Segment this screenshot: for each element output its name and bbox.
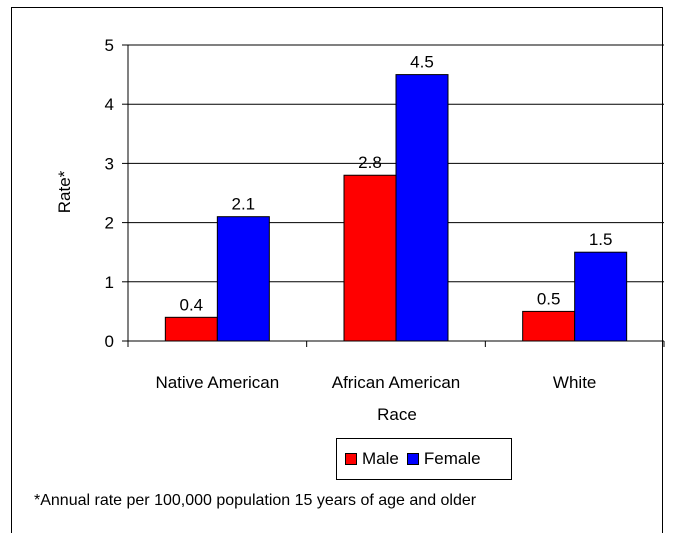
data-label: 4.5	[410, 53, 434, 72]
data-label: 1.5	[589, 230, 613, 249]
y-tick-label: 1	[105, 273, 114, 292]
axes	[122, 44, 665, 347]
y-tick-label: 2	[105, 214, 114, 233]
legend-item-male: Male	[345, 449, 399, 469]
bars	[164, 74, 628, 342]
data-label: 2.8	[358, 153, 382, 172]
x-tick-label: Native American	[155, 373, 279, 392]
bar-male-1	[343, 174, 397, 342]
data-label: 2.1	[232, 195, 256, 214]
bar-female-1	[395, 74, 449, 342]
x-axis-title: Race	[377, 405, 417, 424]
data-label: 0.4	[180, 295, 204, 314]
bar-female-2	[574, 251, 628, 342]
x-tick-label: African American	[332, 373, 461, 392]
labels: 0 1 2 3 4 5 Native American 0.4 2.1 African Ameri…	[105, 36, 613, 392]
legend-swatch-female	[406, 453, 419, 465]
legend-label-male: Male	[362, 449, 399, 468]
y-tick-label: 5	[105, 36, 114, 55]
bar-male-0	[164, 316, 218, 342]
y-tick-label: 4	[105, 95, 114, 114]
y-tick-label: 3	[105, 154, 114, 173]
y-axis-title: Rate*	[55, 170, 74, 213]
legend-item-female: Female	[406, 449, 481, 469]
x-tick-label: White	[553, 373, 596, 392]
chart-frame	[11, 7, 663, 533]
y-tick-label: 0	[105, 332, 114, 351]
bar-male-2	[522, 310, 576, 342]
bar-female-0	[216, 216, 270, 342]
legend: Male Female	[336, 438, 512, 480]
legend-swatch-male	[345, 453, 357, 465]
footnote: *Annual rate per 100,000 population 15 y…	[34, 492, 477, 509]
legend-label-female: Female	[423, 449, 481, 468]
data-label: 0.5	[537, 289, 561, 308]
